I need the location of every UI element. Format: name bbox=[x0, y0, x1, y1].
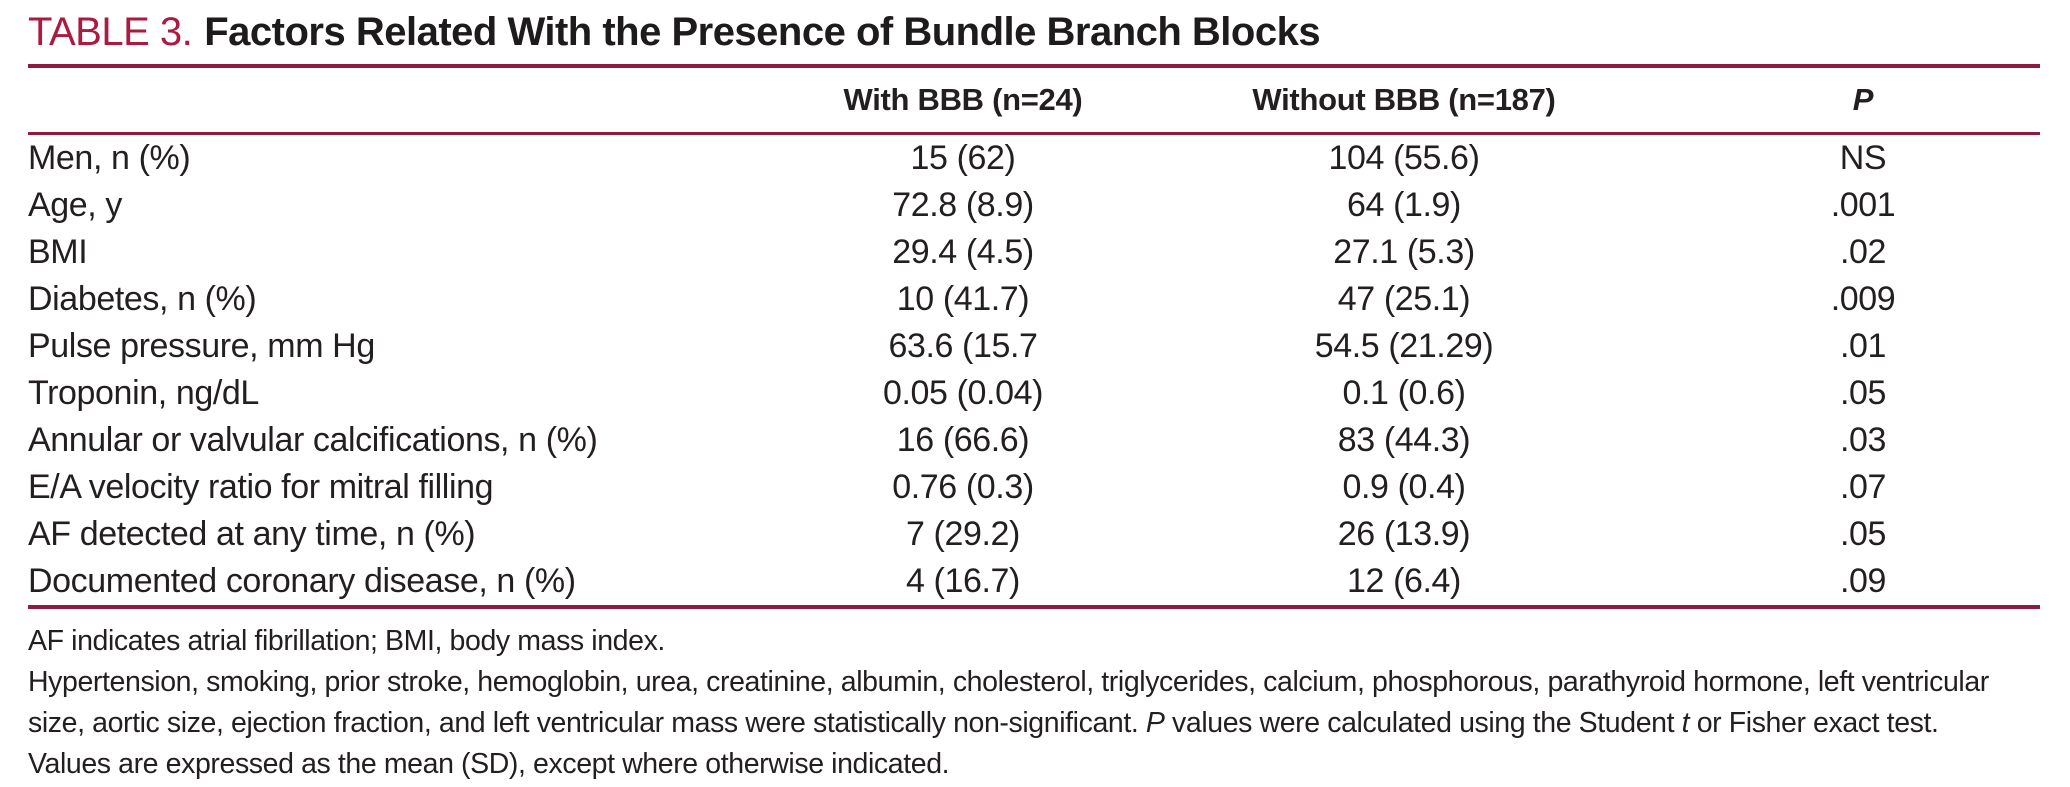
table-row: Documented coronary disease, n (%) 4 (16.… bbox=[28, 558, 2040, 605]
value-p: .05 bbox=[1839, 374, 1887, 412]
rule-below-header bbox=[28, 132, 2040, 135]
table-row: Pulse pressure, mm Hg 63.6 (15.7 54.5 (21.… bbox=[28, 323, 2040, 370]
value-without-bbb: 64 (1.9) bbox=[1347, 186, 1461, 224]
header-with-bbb: With BBB (n=24) bbox=[843, 82, 1083, 117]
table-title: TABLE 3. Factors Related With the Presenc… bbox=[28, 6, 2040, 58]
table-row: Men, n (%) 15 (62) 104 (55.6) NS bbox=[28, 135, 2040, 182]
table-row: Troponin, ng/dL 0.05 (0.04) 0.1 (0.6) .05 bbox=[28, 370, 2040, 417]
value-p: .009 bbox=[1830, 280, 1896, 318]
table-row: AF detected at any time, n (%) 7 (29.2) 26… bbox=[28, 511, 2040, 558]
value-p: .02 bbox=[1839, 233, 1887, 271]
table-header-row: With BBB (n=24) Without BBB (n=187) P bbox=[28, 68, 2040, 132]
row-factor-label: Annular or valvular calcifications, n (%… bbox=[28, 421, 598, 459]
value-without-bbb: 12 (6.4) bbox=[1347, 562, 1461, 600]
row-factor-label: Troponin, ng/dL bbox=[28, 374, 259, 412]
footnote-text: P bbox=[1145, 707, 1165, 739]
row-factor-label: Age, y bbox=[28, 186, 122, 224]
value-without-bbb: 0.1 (0.6) bbox=[1342, 374, 1466, 412]
footnote-text: AF indicates atrial fibrillation; BMI, b… bbox=[28, 625, 665, 657]
value-without-bbb: 47 (25.1) bbox=[1337, 280, 1471, 318]
footnote-text: t bbox=[1681, 707, 1690, 739]
header-without-bbb: Without BBB (n=187) bbox=[1252, 82, 1556, 117]
rule-bottom bbox=[28, 605, 2040, 609]
value-with-bbb: 72.8 (8.9) bbox=[892, 186, 1034, 224]
value-p: .001 bbox=[1830, 186, 1896, 224]
value-p: .01 bbox=[1839, 327, 1887, 365]
value-with-bbb: 29.4 (4.5) bbox=[892, 233, 1034, 271]
row-factor-label: Men, n (%) bbox=[28, 139, 191, 177]
table-row: E/A velocity ratio for mitral filling 0.7… bbox=[28, 464, 2040, 511]
value-p: .09 bbox=[1839, 562, 1887, 600]
footnote-line: Hypertension, smoking, prior stroke, hem… bbox=[28, 662, 2040, 744]
value-p: NS bbox=[1839, 139, 1887, 177]
footnote-text: or Fisher exact test. bbox=[1689, 707, 1939, 739]
value-p: .03 bbox=[1839, 421, 1887, 459]
value-without-bbb: 83 (44.3) bbox=[1337, 421, 1471, 459]
footnote-text: Values are expressed as the mean (SD), e… bbox=[28, 748, 950, 780]
value-without-bbb: 27.1 (5.3) bbox=[1333, 233, 1475, 271]
footnote-text: values were calculated using the Student bbox=[1164, 707, 1682, 739]
row-factor-label: AF detected at any time, n (%) bbox=[28, 515, 476, 553]
table-footnotes: AF indicates atrial fibrillation; BMI, b… bbox=[28, 621, 2040, 785]
table-number: TABLE 3. bbox=[28, 10, 193, 54]
row-factor-label: Diabetes, n (%) bbox=[28, 280, 257, 318]
header-p-value: P bbox=[1852, 82, 1874, 117]
footnote-line: Values are expressed as the mean (SD), e… bbox=[28, 744, 2040, 785]
row-factor-label: Documented coronary disease, n (%) bbox=[28, 562, 576, 600]
footnote-line: AF indicates atrial fibrillation; BMI, b… bbox=[28, 621, 2040, 662]
value-with-bbb: 4 (16.7) bbox=[906, 562, 1020, 600]
value-with-bbb: 63.6 (15.7 bbox=[888, 327, 1038, 365]
value-with-bbb: 10 (41.7) bbox=[896, 280, 1030, 318]
value-p: .07 bbox=[1839, 468, 1887, 506]
value-without-bbb: 54.5 (21.29) bbox=[1314, 327, 1494, 365]
table-body: Men, n (%) 15 (62) 104 (55.6) NS Age, y 72.8 … bbox=[28, 135, 2040, 605]
table-row: Diabetes, n (%) 10 (41.7) 47 (25.1) .009 bbox=[28, 276, 2040, 323]
row-factor-label: E/A velocity ratio for mitral filling bbox=[28, 468, 494, 506]
value-with-bbb: 0.76 (0.3) bbox=[892, 468, 1034, 506]
value-without-bbb: 104 (55.6) bbox=[1328, 139, 1480, 177]
table-row: BMI 29.4 (4.5) 27.1 (5.3) .02 bbox=[28, 229, 2040, 276]
value-without-bbb: 0.9 (0.4) bbox=[1342, 468, 1466, 506]
row-factor-label: BMI bbox=[28, 233, 88, 271]
value-with-bbb: 15 (62) bbox=[910, 139, 1016, 177]
table-row: Age, y 72.8 (8.9) 64 (1.9) .001 bbox=[28, 182, 2040, 229]
value-with-bbb: 16 (66.6) bbox=[896, 421, 1030, 459]
table-caption: Factors Related With the Presence of Bun… bbox=[204, 10, 1321, 54]
value-with-bbb: 7 (29.2) bbox=[906, 515, 1020, 553]
table-row: Annular or valvular calcifications, n (%… bbox=[28, 417, 2040, 464]
value-with-bbb: 0.05 (0.04) bbox=[882, 374, 1044, 412]
rule-top bbox=[28, 64, 2040, 68]
value-p: .05 bbox=[1839, 515, 1887, 553]
row-factor-label: Pulse pressure, mm Hg bbox=[28, 327, 375, 365]
value-without-bbb: 26 (13.9) bbox=[1337, 515, 1471, 553]
footnote-text: Hypertension, smoking, prior stroke, hem… bbox=[28, 666, 1989, 739]
